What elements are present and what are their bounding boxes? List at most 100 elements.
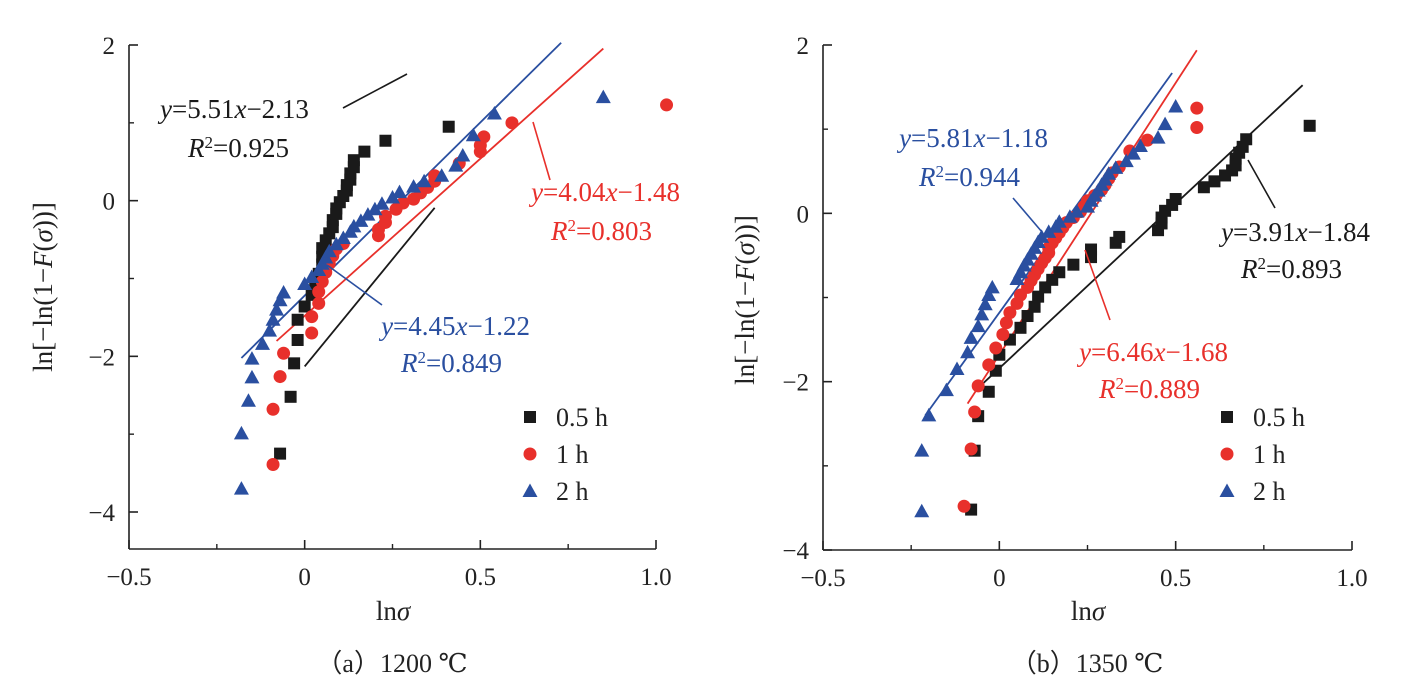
data-point: [266, 458, 280, 472]
text-run: =4.45: [393, 311, 455, 341]
data-point: [244, 351, 260, 365]
data-point: [288, 357, 301, 370]
axis-label-run: σ: [397, 596, 412, 626]
axis-label-run: F: [730, 264, 760, 282]
data-point: [989, 341, 1003, 355]
data-point: [1157, 116, 1173, 131]
axis-label-run: σ: [730, 240, 760, 255]
x-axis-label: lnσ: [376, 596, 412, 626]
axis-label-run: ln[−ln(1−: [730, 281, 760, 385]
data-point: [981, 287, 997, 301]
legend-label: 2 h: [556, 477, 589, 506]
data-point: [1062, 209, 1078, 223]
series-2h: [914, 98, 1184, 518]
axis-label-run: ln: [376, 596, 398, 626]
data-point: [1168, 98, 1184, 113]
data-point: [477, 130, 491, 144]
x-tick-label: 0.5: [1160, 565, 1191, 592]
data-point: [982, 358, 996, 372]
y-tick-label: −4: [782, 538, 809, 565]
data-point: [240, 393, 256, 407]
math-symbol: R: [1098, 374, 1116, 404]
data-point: [274, 447, 287, 460]
math-symbol: R: [550, 216, 568, 246]
math-symbol: x: [455, 311, 468, 341]
data-point: [984, 279, 1000, 294]
y-tick-label: 0: [103, 189, 116, 216]
math-symbol: x: [1153, 337, 1166, 367]
data-point: [269, 302, 285, 316]
fit-r2-label: R2=0.944: [918, 162, 1020, 193]
legend-label: 2 h: [1253, 477, 1286, 506]
data-point: [1053, 266, 1066, 279]
text-run: −1.84: [1308, 217, 1371, 247]
math-symbol: y: [157, 94, 172, 124]
x-tick-label: −0.5: [800, 565, 845, 592]
figure-caption: （b）1350 ℃: [1011, 649, 1164, 678]
data-point: [346, 218, 362, 233]
text-run: =0.893: [1266, 254, 1342, 284]
math-symbol: x: [605, 177, 618, 207]
data-point: [949, 361, 965, 376]
x-tick-label: 1.0: [1336, 565, 1367, 592]
y-axis-label: ln[−ln(1−F(σ))]: [28, 202, 58, 372]
fit-equation-label: y=5.81x−1.18: [896, 123, 1048, 153]
data-point: [291, 333, 304, 346]
annotation-leader: [1247, 159, 1276, 209]
axis-label-run: ))]: [28, 202, 58, 229]
superscript: 2: [568, 216, 577, 235]
data-point: [965, 503, 978, 516]
fit-line-1h: [275, 47, 604, 342]
data-point: [963, 330, 979, 344]
legend-marker: [1219, 483, 1235, 497]
data-point: [1150, 130, 1166, 144]
y-tick-label: −2: [88, 344, 115, 371]
data-point: [367, 201, 383, 216]
data-point: [305, 310, 319, 324]
data-point: [999, 316, 1013, 330]
data-point: [1028, 300, 1041, 313]
data-point: [321, 243, 337, 258]
superscript: 2: [205, 133, 214, 152]
data-point: [304, 269, 320, 283]
data-point: [982, 385, 995, 398]
text-run: =4.04: [543, 177, 606, 207]
data-point: [1108, 160, 1124, 174]
data-point: [416, 173, 432, 188]
data-point: [486, 105, 502, 120]
legend: 0.5 h 1 h 2 h: [1219, 403, 1305, 506]
data-point: [1240, 133, 1253, 146]
y-tick-label: 2: [797, 33, 810, 60]
y-axis-label: ln[−ln(1−F(σ))]: [730, 215, 760, 385]
data-point: [379, 134, 392, 147]
data-point: [284, 390, 297, 403]
data-point: [1208, 175, 1221, 188]
superscript: 2: [936, 162, 945, 181]
math-symbol: y: [378, 311, 393, 341]
axis-label-run: (: [28, 242, 58, 251]
text-run: =0.889: [1124, 374, 1200, 404]
data-point: [996, 328, 1010, 342]
data-point: [255, 336, 271, 350]
data-point: [272, 292, 288, 307]
x-tick-label: 0: [993, 565, 1006, 592]
data-point: [406, 179, 422, 193]
superscript: 2: [1258, 254, 1267, 273]
fit-r2-label: R2=0.893: [1240, 254, 1342, 285]
series-2h: [233, 89, 611, 495]
math-symbol: y: [1218, 217, 1233, 247]
data-point: [660, 98, 674, 112]
math-symbol: R: [187, 133, 205, 163]
data-point: [1041, 224, 1057, 238]
data-point: [266, 402, 280, 416]
data-point: [305, 326, 319, 340]
y-tick-label: −4: [88, 500, 115, 527]
data-point: [1067, 258, 1080, 271]
superscript: 2: [418, 348, 427, 367]
data-point: [312, 296, 326, 310]
data-point: [914, 503, 930, 518]
data-point: [297, 276, 313, 290]
y-tick-label: −2: [782, 370, 809, 397]
text-run: −1.18: [986, 123, 1048, 153]
data-point: [298, 300, 311, 313]
